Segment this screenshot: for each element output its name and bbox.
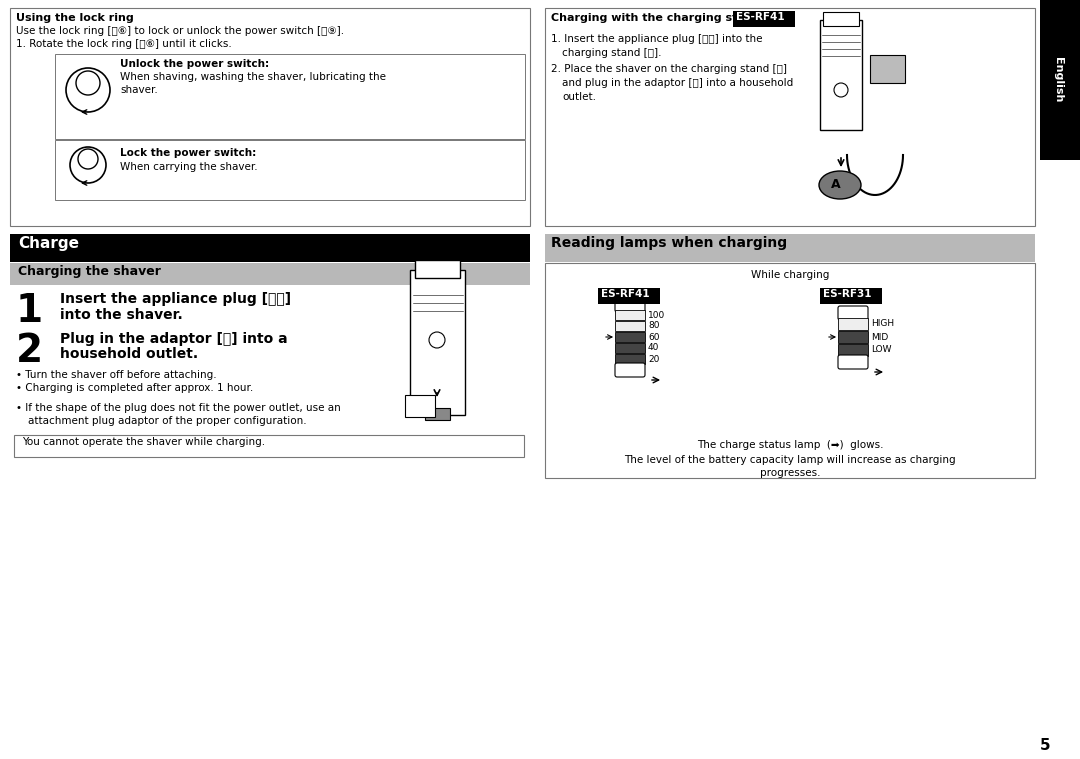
- Text: ES-RF41: ES-RF41: [735, 12, 785, 22]
- Text: 20: 20: [648, 354, 660, 364]
- Bar: [1040, 0, 1080, 160]
- Text: ES-RF31: ES-RF31: [823, 289, 872, 299]
- Text: 1. Rotate the lock ring [ⓓ⑥] until it clicks.: 1. Rotate the lock ring [ⓓ⑥] until it cl…: [16, 39, 232, 49]
- Text: Use the lock ring [ⓓ⑥] to lock or unlock the power switch [ⓓ⑨].: Use the lock ring [ⓓ⑥] to lock or unlock…: [16, 26, 345, 36]
- Bar: [615, 332, 645, 342]
- Text: Lock the power switch:: Lock the power switch:: [120, 148, 256, 158]
- Text: 40: 40: [648, 344, 660, 352]
- Text: Insert the appliance plug [ⓔ⑭]: Insert the appliance plug [ⓔ⑭]: [60, 292, 292, 306]
- FancyBboxPatch shape: [838, 355, 868, 369]
- Text: 5: 5: [1040, 738, 1051, 753]
- Text: shaver.: shaver.: [120, 85, 158, 95]
- Bar: [415, 260, 460, 278]
- Text: You cannot operate the shaver while charging.: You cannot operate the shaver while char…: [22, 437, 265, 447]
- Bar: [838, 344, 868, 356]
- Text: Plug in the adaptor [ⓔ] into a: Plug in the adaptor [ⓔ] into a: [60, 332, 287, 346]
- Text: into the shaver.: into the shaver.: [60, 308, 183, 322]
- Text: When shaving, washing the shaver, lubricating the: When shaving, washing the shaver, lubric…: [120, 72, 386, 82]
- Text: When carrying the shaver.: When carrying the shaver.: [120, 162, 258, 172]
- Text: • Charging is completed after approx. 1 hour.: • Charging is completed after approx. 1 …: [16, 383, 253, 393]
- Text: ES-RF41: ES-RF41: [600, 289, 650, 299]
- Text: 80: 80: [648, 322, 660, 330]
- Text: 60: 60: [648, 332, 660, 342]
- Bar: [838, 331, 868, 343]
- Bar: [820, 288, 882, 304]
- Bar: [615, 343, 645, 353]
- Text: Unlock the power switch:: Unlock the power switch:: [120, 59, 269, 69]
- Text: Reading lamps when charging: Reading lamps when charging: [551, 236, 787, 250]
- Bar: [55, 140, 525, 200]
- Text: A: A: [831, 178, 840, 191]
- Bar: [10, 8, 530, 226]
- Text: and plug in the adaptor [ⓔ] into a household: and plug in the adaptor [ⓔ] into a house…: [562, 78, 793, 88]
- Bar: [598, 288, 660, 304]
- Bar: [615, 321, 645, 331]
- Text: progresses.: progresses.: [759, 468, 820, 478]
- Text: • Turn the shaver off before attaching.: • Turn the shaver off before attaching.: [16, 370, 217, 380]
- Text: charging stand [ⓗ].: charging stand [ⓗ].: [562, 48, 661, 58]
- Text: HIGH: HIGH: [870, 320, 894, 329]
- Text: • If the shape of the plug does not fit the power outlet, use an: • If the shape of the plug does not fit …: [16, 403, 341, 413]
- Bar: [545, 263, 1035, 478]
- Text: Charging the shaver: Charging the shaver: [18, 265, 161, 278]
- Text: 1. Insert the appliance plug [ⓔ⑭] into the: 1. Insert the appliance plug [ⓔ⑭] into t…: [551, 34, 762, 44]
- Text: Charging with the charging stand: Charging with the charging stand: [551, 13, 760, 23]
- Bar: [823, 12, 859, 26]
- FancyBboxPatch shape: [838, 306, 868, 320]
- FancyBboxPatch shape: [615, 298, 645, 312]
- Bar: [545, 8, 1035, 226]
- Text: 1: 1: [16, 292, 43, 330]
- Bar: [14, 435, 524, 457]
- Text: 100: 100: [648, 310, 665, 320]
- Bar: [615, 310, 645, 320]
- Bar: [733, 11, 795, 27]
- Bar: [410, 270, 465, 415]
- Text: The charge status lamp  (➡)  glows.: The charge status lamp (➡) glows.: [697, 440, 883, 450]
- Text: household outlet.: household outlet.: [60, 347, 198, 361]
- Bar: [426, 408, 450, 420]
- Text: 2: 2: [16, 332, 43, 370]
- Bar: [838, 318, 868, 330]
- Bar: [55, 54, 525, 139]
- Text: Using the lock ring: Using the lock ring: [16, 13, 134, 23]
- Bar: [405, 395, 435, 417]
- Text: While charging: While charging: [751, 270, 829, 280]
- Bar: [615, 354, 645, 364]
- Text: English: English: [1053, 58, 1063, 102]
- Text: 2. Place the shaver on the charging stand [ⓗ]: 2. Place the shaver on the charging stan…: [551, 64, 787, 74]
- Bar: [545, 234, 1035, 262]
- Text: outlet.: outlet.: [562, 92, 596, 102]
- Text: The level of the battery capacity lamp will increase as charging: The level of the battery capacity lamp w…: [624, 455, 956, 465]
- Text: attachment plug adaptor of the proper configuration.: attachment plug adaptor of the proper co…: [28, 416, 307, 426]
- FancyBboxPatch shape: [615, 363, 645, 377]
- Bar: [10, 263, 530, 285]
- Ellipse shape: [819, 171, 861, 199]
- Bar: [870, 55, 905, 83]
- Bar: [10, 234, 530, 262]
- Bar: [820, 20, 862, 130]
- Text: LOW: LOW: [870, 345, 891, 354]
- Text: MID: MID: [870, 332, 888, 342]
- Text: Charge: Charge: [18, 236, 79, 251]
